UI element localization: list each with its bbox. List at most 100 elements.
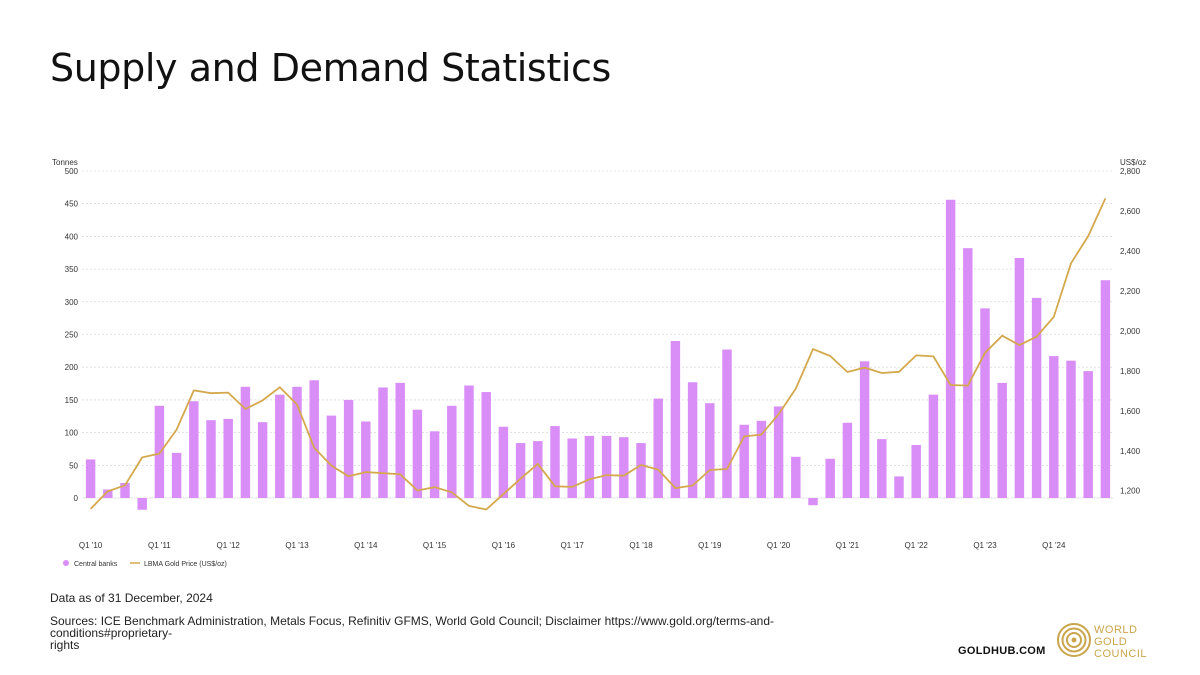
x-axis-ticks: Q1 '10 Q1 '11 Q1 '12 Q1 '13 Q1 '14 Q1 '15 Q1 '… [79, 541, 1066, 550]
bar [756, 420, 767, 498]
x-tick-label: Q1 '23 [973, 541, 997, 550]
right-tick-label: 2,800 [1120, 167, 1141, 176]
chart: Tonnes US$/oz 0 50 100 150 200 250 300 350 400 45… [52, 158, 1146, 568]
bar [429, 431, 440, 498]
bar [945, 199, 956, 498]
bar [619, 437, 629, 498]
bar [240, 386, 251, 498]
x-tick-label: Q1 '13 [285, 541, 309, 550]
right-tick-label: 2,200 [1120, 287, 1141, 296]
x-tick-label: Q1 '16 [492, 541, 516, 550]
left-tick-label: 100 [65, 429, 79, 438]
bar [464, 385, 474, 498]
x-tick-label: Q1 '19 [698, 541, 722, 550]
right-tick-label: 1,400 [1120, 447, 1141, 456]
bar [498, 426, 509, 498]
left-tick-label: 150 [65, 396, 79, 405]
x-tick-label: Q1 '17 [561, 541, 585, 550]
bar [1100, 280, 1111, 498]
bar [447, 405, 457, 498]
left-tick-label: 400 [65, 232, 79, 241]
bar [395, 382, 405, 498]
logo-line-1: WORLD [1094, 624, 1138, 636]
left-tick-label: 0 [74, 494, 79, 503]
bar [412, 409, 423, 498]
right-tick-label: 1,600 [1120, 407, 1141, 416]
sources-line-1: Sources: ICE Benchmark Administration, M… [50, 614, 775, 640]
legend: Central banks LBMA Gold Price (US$/oz) [63, 560, 227, 568]
bar [550, 426, 560, 498]
left-tick-label: 450 [65, 200, 79, 209]
bar [361, 421, 371, 498]
bar [584, 435, 595, 498]
goldhub-link[interactable]: GOLDHUB.COM [958, 645, 1046, 657]
legend-bar-label: Central banks [74, 561, 118, 568]
bar [670, 341, 681, 498]
bar [223, 418, 233, 498]
central-banks-bars [85, 199, 1111, 510]
bar [206, 420, 216, 498]
x-tick-label: Q1 '12 [217, 541, 241, 550]
x-tick-label: Q1 '18 [629, 541, 653, 550]
bar [326, 415, 337, 498]
left-tick-label: 250 [65, 331, 79, 340]
bar [808, 498, 818, 506]
left-tick-label: 50 [69, 461, 78, 470]
left-tick-label: 500 [65, 167, 79, 176]
gold-price-line [89, 198, 1107, 511]
sources-line-2: rights [50, 638, 80, 652]
page-title: Supply and Demand Statistics [50, 46, 611, 90]
world-gold-council-logo-icon [1057, 623, 1091, 657]
right-tick-label: 2,400 [1120, 247, 1141, 256]
right-tick-label: 2,600 [1120, 207, 1141, 216]
right-axis-unit: US$/oz [1120, 158, 1146, 167]
bar [842, 422, 853, 498]
bar [773, 406, 784, 498]
gridlines [82, 170, 1114, 499]
bar [1049, 356, 1059, 498]
bar [1031, 297, 1042, 498]
bar [1083, 371, 1093, 498]
bar [653, 398, 663, 498]
bar [137, 498, 147, 510]
bar [963, 248, 973, 498]
bar [154, 405, 165, 498]
bar [257, 422, 268, 498]
bar [636, 443, 646, 498]
data-date-note: Data as of 31 December, 2024 [50, 591, 213, 605]
bar [120, 482, 130, 498]
bar [739, 424, 749, 498]
bar [292, 386, 302, 498]
bar [687, 382, 698, 498]
x-tick-label: Q1 '24 [1042, 541, 1066, 550]
x-tick-label: Q1 '15 [423, 541, 447, 550]
bar [894, 476, 904, 498]
bar [980, 308, 990, 498]
sources-note: Sources: ICE Benchmark Administration, M… [50, 615, 870, 651]
bar [601, 435, 612, 498]
left-tick-label: 300 [65, 298, 79, 307]
bar [189, 401, 199, 498]
bar [997, 382, 1007, 498]
bar [343, 399, 354, 498]
left-tick-label: 200 [65, 363, 79, 372]
bar [103, 489, 113, 498]
legend-bar-swatch [63, 560, 69, 566]
bar [859, 361, 870, 498]
bar [275, 394, 285, 498]
logo-line-2: GOLD [1094, 636, 1128, 648]
logo-wordmark: WORLD GOLD COUNCIL [1094, 624, 1147, 660]
bar [877, 439, 887, 498]
x-tick-label: Q1 '10 [79, 541, 103, 550]
bar [85, 459, 96, 498]
bar [533, 441, 543, 498]
gold-price-series-line [89, 198, 1107, 511]
bar [825, 458, 835, 498]
x-tick-label: Q1 '21 [836, 541, 860, 550]
bar [378, 387, 388, 498]
bar [309, 380, 319, 498]
bar [567, 438, 577, 498]
x-tick-label: Q1 '20 [767, 541, 791, 550]
x-tick-label: Q1 '14 [354, 541, 378, 550]
right-tick-label: 1,800 [1120, 367, 1141, 376]
